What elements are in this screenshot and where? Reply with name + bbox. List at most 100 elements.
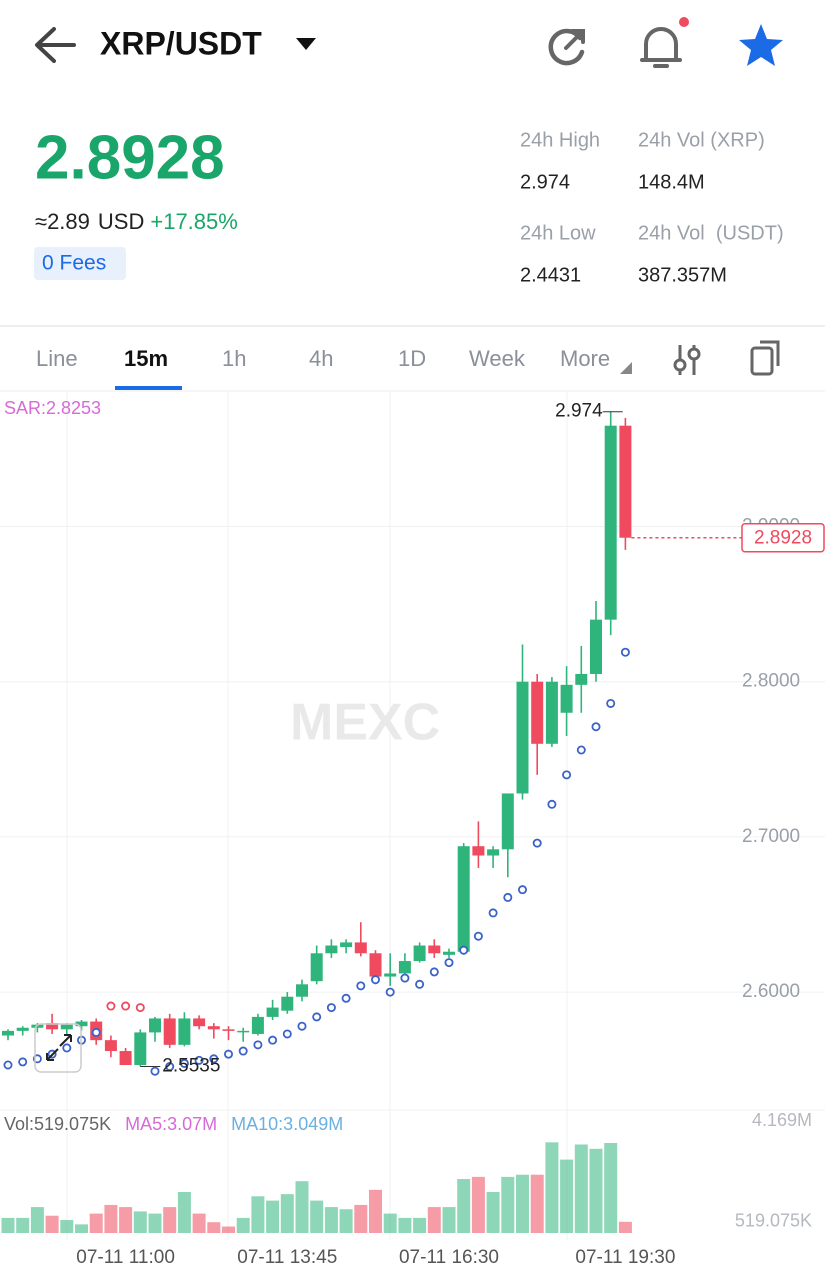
sar-dot [620, 647, 630, 657]
sar-dot [562, 770, 572, 780]
last-price-tag [741, 522, 825, 553]
interval-tab[interactable]: 15m [124, 346, 168, 371]
volume-bar [398, 1217, 412, 1233]
sar-dot [356, 981, 366, 991]
volume-bar [60, 1220, 74, 1233]
candle-body [119, 1051, 132, 1065]
candle-body [369, 953, 382, 977]
candle-body [237, 1030, 250, 1033]
interval-tab[interactable]: 4h [309, 346, 333, 371]
last-price: 2.8928 [35, 123, 225, 192]
x-tick-label: 07-11 13:45 [237, 1247, 337, 1268]
volume-bar [163, 1207, 177, 1233]
sar-dot [473, 931, 483, 941]
stat-value: 2.974 [520, 171, 570, 193]
stat-value: 387.357M [638, 264, 727, 286]
candle-body [149, 1018, 161, 1033]
sar-dot [312, 1012, 322, 1022]
volume-legend-item: MA10:3.049M [231, 1114, 343, 1134]
chart-settings[interactable] [750, 340, 780, 376]
sar-dot [415, 979, 425, 989]
sar-dot [503, 892, 513, 902]
currency: USD [98, 209, 144, 234]
sar-label: SAR:2.8253 [4, 398, 101, 418]
expand-icon [46, 1034, 72, 1061]
volume-bar [486, 1191, 500, 1233]
volume-bar [310, 1200, 324, 1233]
slider-knob [673, 358, 687, 372]
y-tick-label: 2.7000 [742, 826, 800, 847]
sar-dot [532, 838, 542, 848]
sar-dot [297, 1021, 307, 1031]
candle-body [501, 793, 514, 850]
sar-dot [547, 799, 557, 809]
volume-bar [501, 1176, 515, 1233]
volume-bar [442, 1207, 456, 1233]
x-tick-label: 07-11 16:30 [399, 1247, 499, 1268]
volume-legend-item: Vol:519.075K [4, 1114, 111, 1134]
high-label: 2.974 [555, 401, 603, 422]
copy-icon-back [760, 340, 780, 366]
fees-badge[interactable] [34, 247, 126, 280]
volume-bar [324, 1207, 338, 1233]
sar-dot [591, 722, 601, 732]
volume-bar [574, 1144, 588, 1233]
y-tick-label: 2.6000 [742, 981, 800, 1002]
candle-body [251, 1016, 264, 1034]
candle-body [310, 953, 323, 982]
sar-dot [518, 885, 528, 895]
volume-tick-label: 519.075K [735, 1211, 812, 1231]
interval-tab[interactable]: 1D [398, 346, 426, 371]
x-tick-label: 07-11 19:30 [575, 1247, 675, 1268]
interval-tab[interactable]: Line [36, 346, 78, 371]
volume-bar [222, 1226, 235, 1233]
sar-dot [18, 1057, 28, 1067]
volume-bar [89, 1213, 103, 1233]
fullscreen-button[interactable] [34, 1023, 82, 1073]
interval-tab[interactable]: More [560, 346, 610, 371]
interval-tab[interactable]: 1h [222, 346, 246, 371]
candle-body [75, 1021, 88, 1027]
sar-dot [488, 908, 498, 918]
sar-dot [576, 745, 586, 755]
pair-title[interactable]: XRP/USDT [100, 25, 262, 61]
stat-value: 2.4431 [520, 264, 581, 286]
volume-bar [236, 1217, 250, 1233]
more-triangle [620, 362, 632, 374]
sar-dot [3, 1060, 13, 1070]
watermark: MEXC [290, 694, 440, 752]
candle-body [413, 945, 426, 962]
indicator-settings[interactable] [673, 345, 701, 375]
interval-tab[interactable]: Week [469, 346, 526, 371]
volume-bar [604, 1143, 618, 1233]
volume-bar [383, 1213, 397, 1233]
stat-value: 148.4M [638, 171, 705, 193]
volume-bar [427, 1207, 441, 1233]
volume-bar [516, 1174, 529, 1233]
alert-dot [679, 17, 689, 27]
candle-body [516, 681, 529, 794]
sar-dot [135, 1003, 145, 1013]
candle-body [178, 1018, 191, 1045]
back-button[interactable] [35, 27, 76, 63]
candle-body [266, 1007, 279, 1017]
candle-body [619, 425, 632, 538]
sar-dot [341, 993, 351, 1003]
sar-dot [606, 698, 616, 708]
pair-dropdown[interactable] [296, 38, 316, 50]
candle-body [487, 849, 500, 856]
bell-icon [640, 27, 682, 68]
candle-body [163, 1018, 176, 1045]
sar-dot [444, 958, 454, 968]
sar-dot [282, 1029, 292, 1039]
candle-body [590, 619, 602, 674]
candle-body [398, 961, 411, 974]
favorite-star[interactable] [739, 24, 783, 66]
volume-bar [369, 1189, 382, 1233]
candle-body [384, 973, 397, 977]
candle-body [457, 846, 470, 952]
alert-button[interactable] [640, 17, 689, 68]
approx-price: ≈2.89 USD +17.85% [35, 209, 238, 234]
refresh-button[interactable] [548, 28, 585, 66]
